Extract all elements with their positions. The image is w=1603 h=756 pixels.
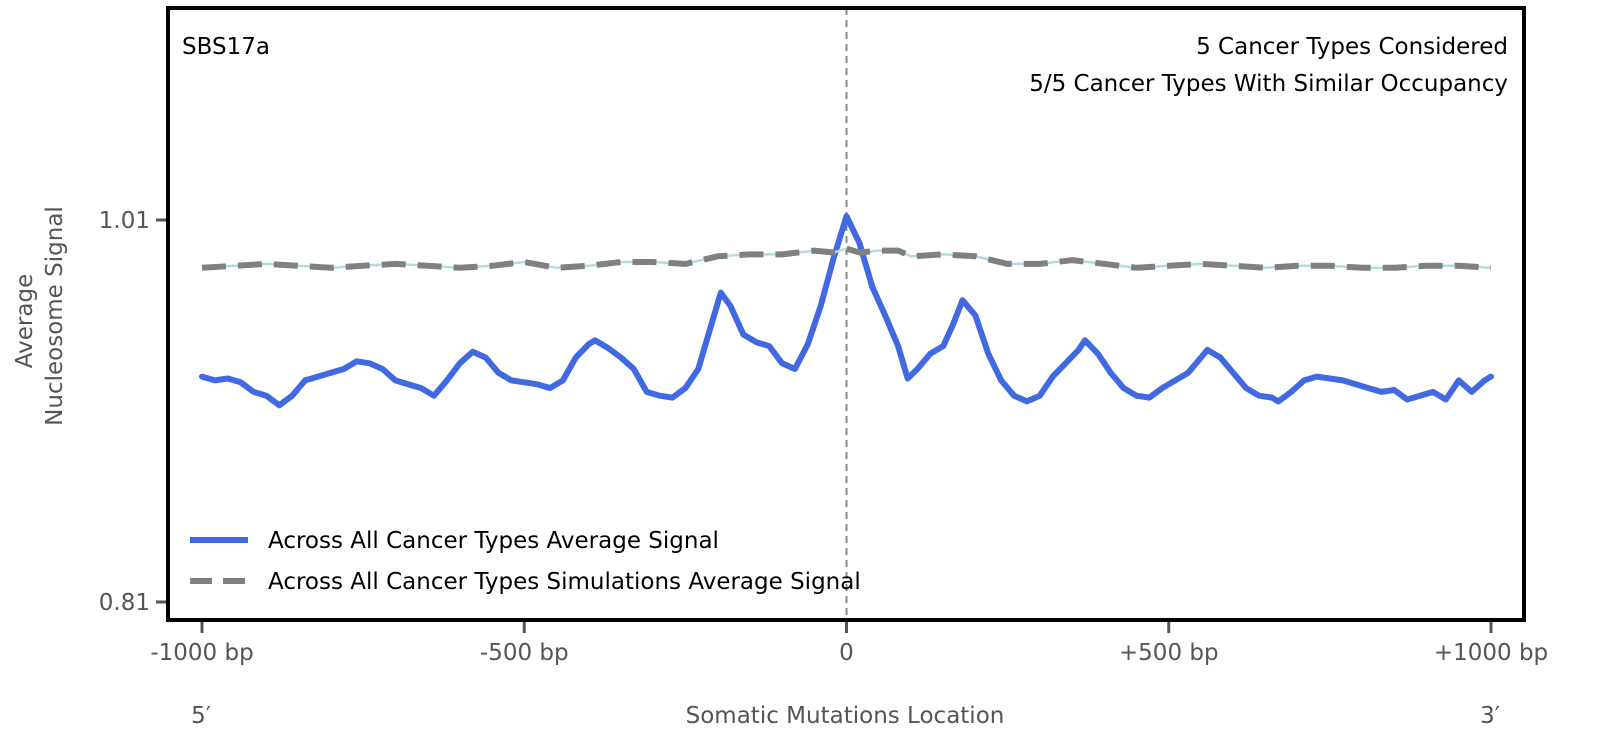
x-axis: -1000 bp -500 bp 0 +500 bp +1000 bp (150, 622, 1548, 666)
plot-frame (166, 6, 1526, 622)
x-tick-label: +1000 bp (1434, 640, 1548, 666)
annotation-cancer-types-considered: 5 Cancer Types Considered (1196, 34, 1508, 60)
legend: Across All Cancer Types Average Signal A… (190, 528, 861, 595)
x-tick-label: -1000 bp (150, 640, 253, 666)
legend-label-observed: Across All Cancer Types Average Signal (268, 528, 719, 554)
y-axis: 1.01 0.81 (99, 208, 166, 616)
annotation-similar-occupancy: 5/5 Cancer Types With Similar Occupancy (1029, 71, 1508, 97)
x-tick-label: 0 (839, 640, 854, 666)
y-tick-label: 0.81 (99, 590, 150, 616)
x-tick-label: -500 bp (480, 640, 569, 666)
y-axis-title-line1: Average (12, 274, 38, 368)
series-simulated-line (201, 245, 1492, 271)
series-observed-line (199, 213, 1494, 409)
five-prime-label: 5′ (191, 703, 211, 729)
series-layer (199, 213, 1494, 409)
three-prime-label: 3′ (1480, 703, 1500, 729)
y-axis-title-line2: Nucleosome Signal (42, 206, 68, 426)
signature-label: SBS17a (182, 34, 270, 60)
x-axis-title: Somatic Mutations Location (686, 703, 1005, 729)
y-tick-label: 1.01 (99, 208, 150, 234)
legend-label-simulated: Across All Cancer Types Simulations Aver… (268, 569, 861, 595)
x-tick-label: +500 bp (1119, 640, 1219, 666)
